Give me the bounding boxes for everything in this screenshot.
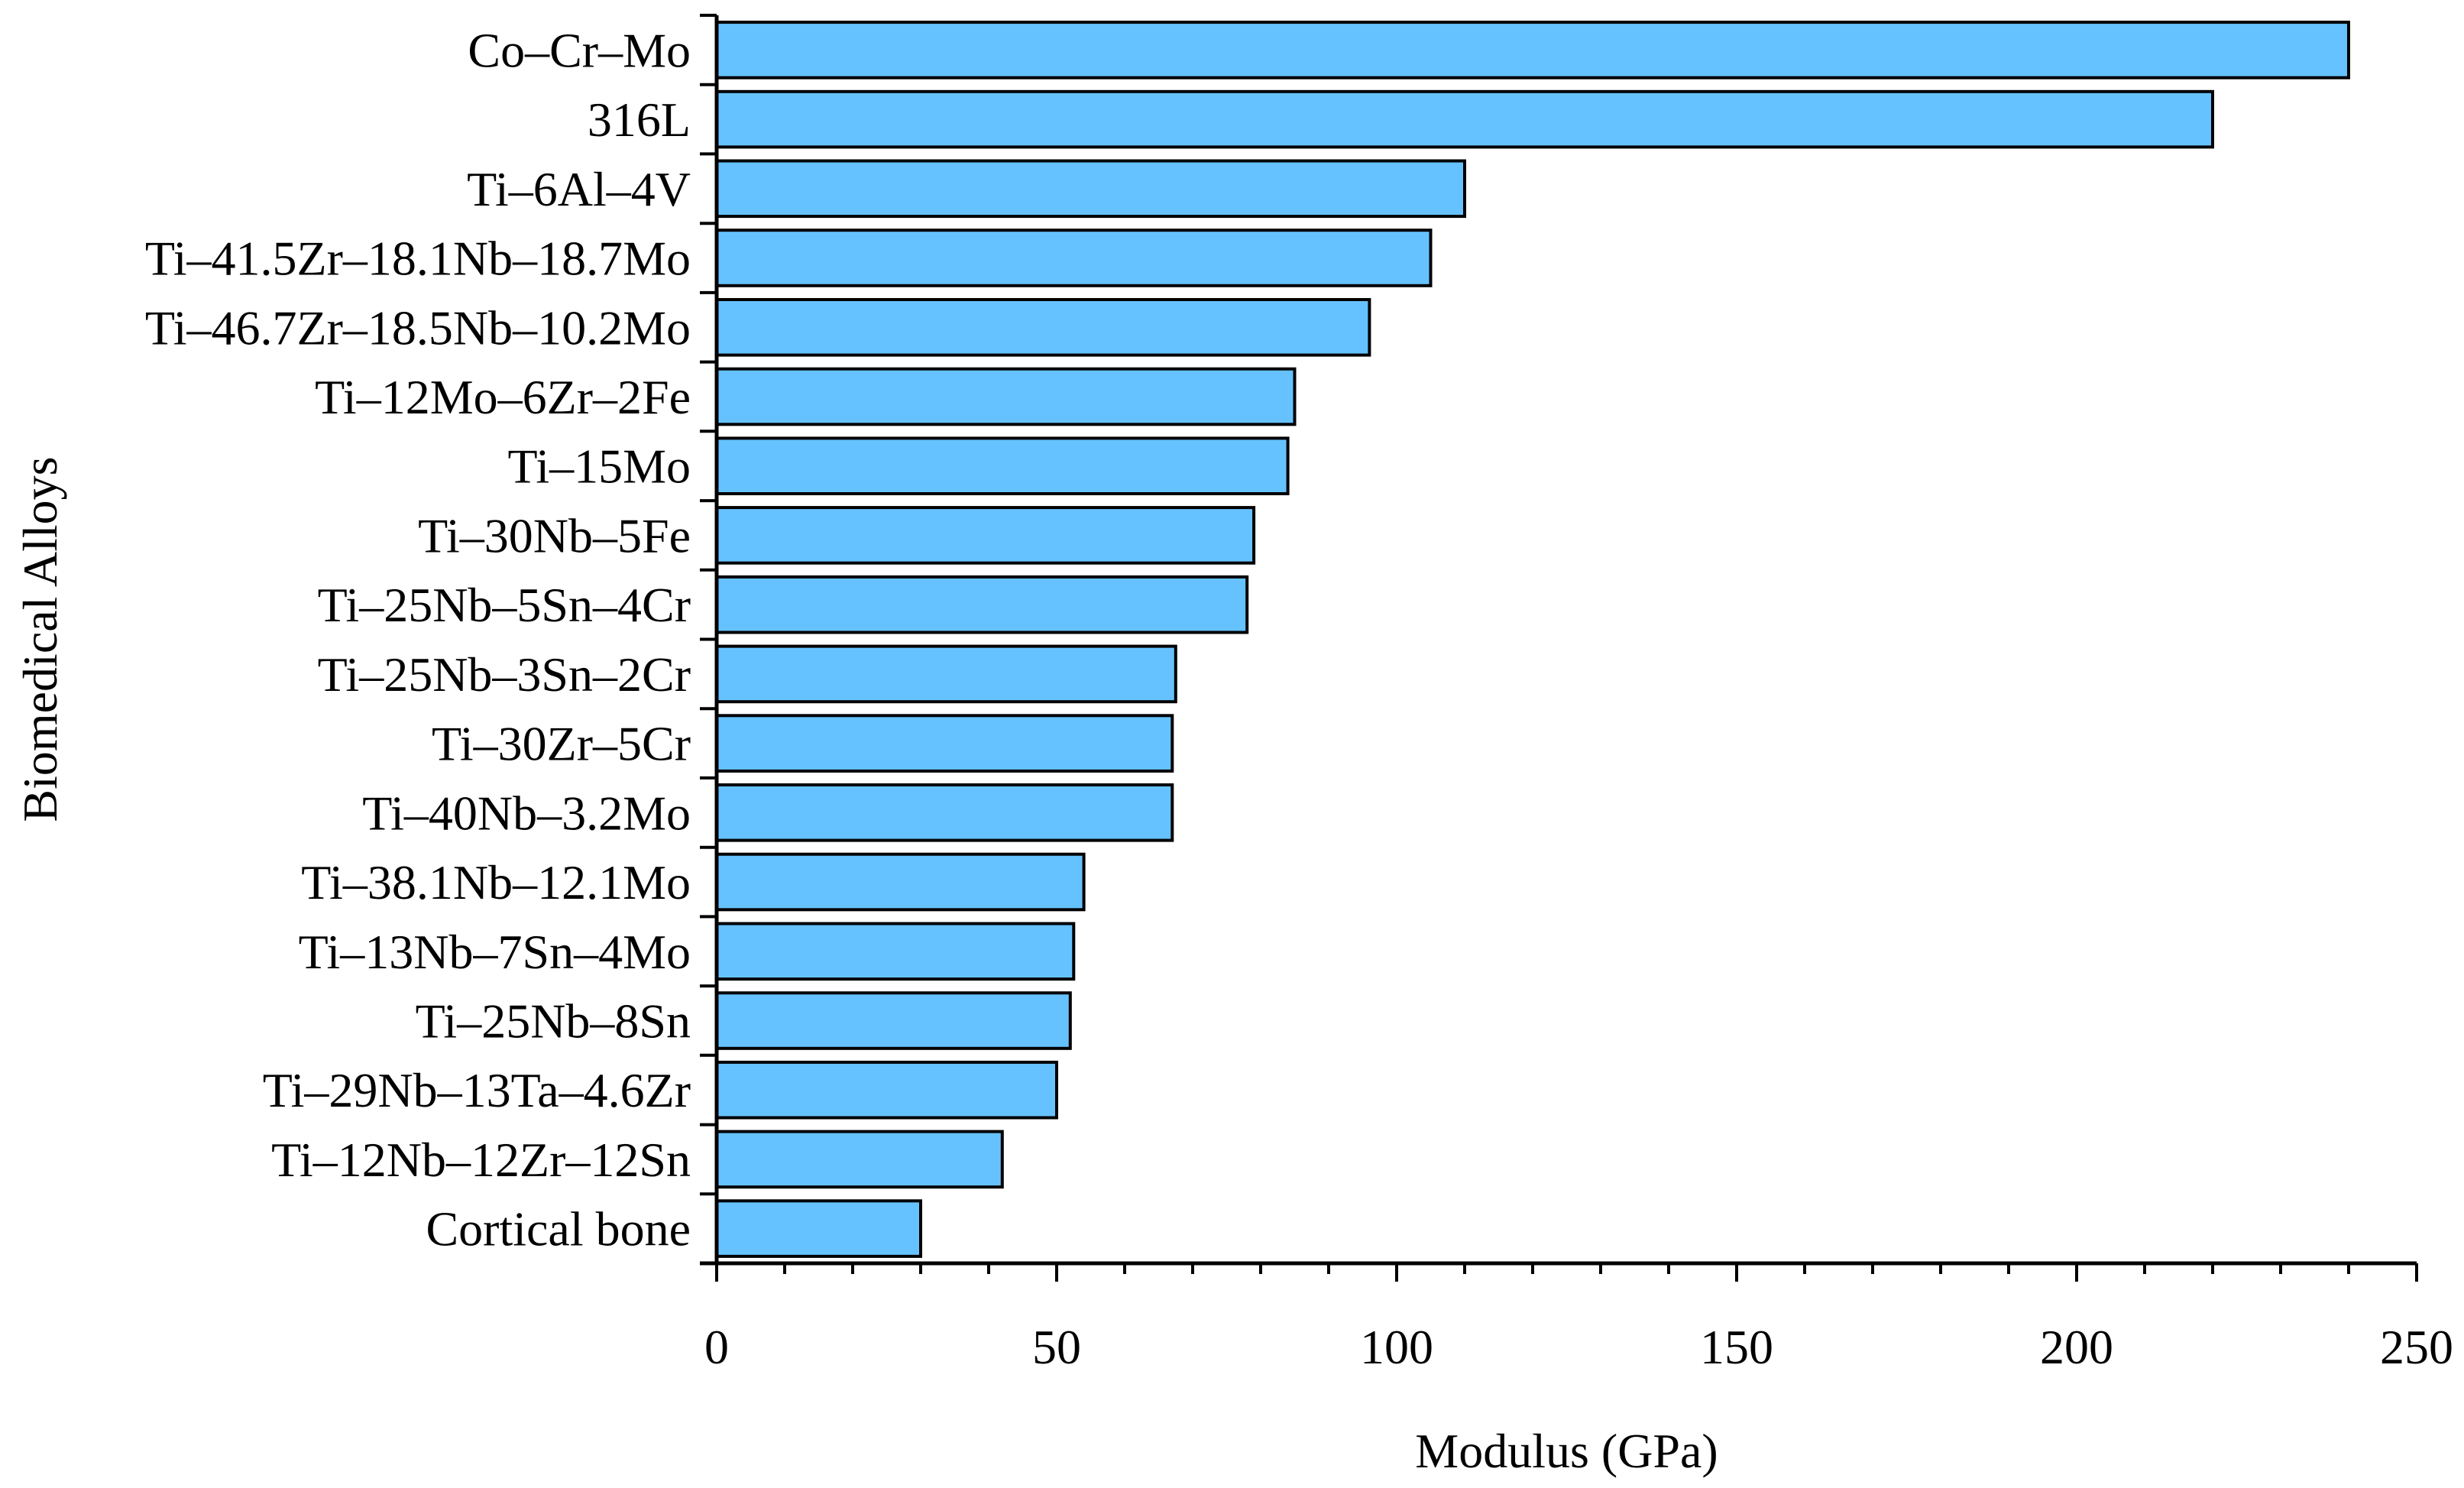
category-label-14: Ti–25Nb–8Sn (416, 994, 691, 1049)
bars-layer (715, 21, 2350, 1258)
category-label-11: Ti–40Nb–3.2Mo (362, 786, 691, 840)
bar-4 (715, 298, 1371, 357)
bar-15 (715, 1060, 1058, 1120)
bar-8 (715, 575, 1249, 634)
category-label-1: 316L (588, 92, 691, 147)
bar-2 (715, 159, 1466, 219)
bar-11 (715, 783, 1174, 842)
category-label-10: Ti–30Zr–5Cr (432, 717, 691, 771)
bar-16 (715, 1130, 1004, 1189)
bar-6 (715, 436, 1290, 496)
category-labels: Co–Cr–Mo 316L Ti–6Al–4V Ti–41.5Zr–18.1Nb–18… (145, 23, 691, 1256)
x-tick-label-50: 50 (1032, 1320, 1081, 1374)
category-label-7: Ti–30Nb–5Fe (418, 508, 691, 562)
category-label-15: Ti–29Nb–13Ta–4.6Zr (263, 1063, 691, 1117)
category-label-12: Ti–38.1Nb–12.1Mo (301, 855, 691, 909)
x-tick-label-0: 0 (704, 1320, 729, 1374)
category-label-16: Ti–12Nb–12Zr–12Sn (271, 1133, 691, 1187)
category-label-6: Ti–15Mo (507, 439, 691, 494)
category-label-2: Ti–6Al–4V (467, 162, 691, 216)
bar-5 (715, 367, 1297, 426)
category-label-4: Ti–46.7Zr–18.5Nb–10.2Mo (145, 300, 691, 355)
bar-17 (715, 1199, 922, 1258)
category-label-5: Ti–12Mo–6Zr–2Fe (315, 370, 691, 424)
category-label-3: Ti–41.5Zr–18.1Nb–18.7Mo (145, 232, 691, 286)
category-label-8: Ti–25Nb–5Sn–4Cr (318, 578, 691, 632)
bar-9 (715, 644, 1177, 704)
bar-0 (715, 21, 2350, 79)
bar-7 (715, 506, 1256, 565)
bar-3 (715, 229, 1433, 287)
y-axis-title: Biomedical Alloys (13, 456, 67, 822)
category-label-17: Cortical bone (426, 1202, 691, 1256)
bar-12 (715, 852, 1086, 912)
x-axis-title: Modulus (GPa) (1415, 1424, 1718, 1478)
bar-13 (715, 922, 1076, 981)
bar-10 (715, 714, 1174, 773)
x-tick-label-100: 100 (1360, 1320, 1433, 1374)
axis-ticks: 0 50 100 150 200 250 (700, 14, 2453, 1374)
bar-14 (715, 991, 1072, 1050)
category-label-9: Ti–25Nb–3Sn–2Cr (318, 647, 691, 702)
bar-1 (715, 89, 2214, 149)
x-tick-label-150: 150 (1700, 1320, 1773, 1374)
category-label-0: Co–Cr–Mo (468, 23, 691, 77)
x-tick-label-200: 200 (2040, 1320, 2113, 1374)
category-label-13: Ti–13Nb–7Sn–4Mo (299, 925, 691, 979)
x-tick-label-250: 250 (2380, 1320, 2453, 1374)
